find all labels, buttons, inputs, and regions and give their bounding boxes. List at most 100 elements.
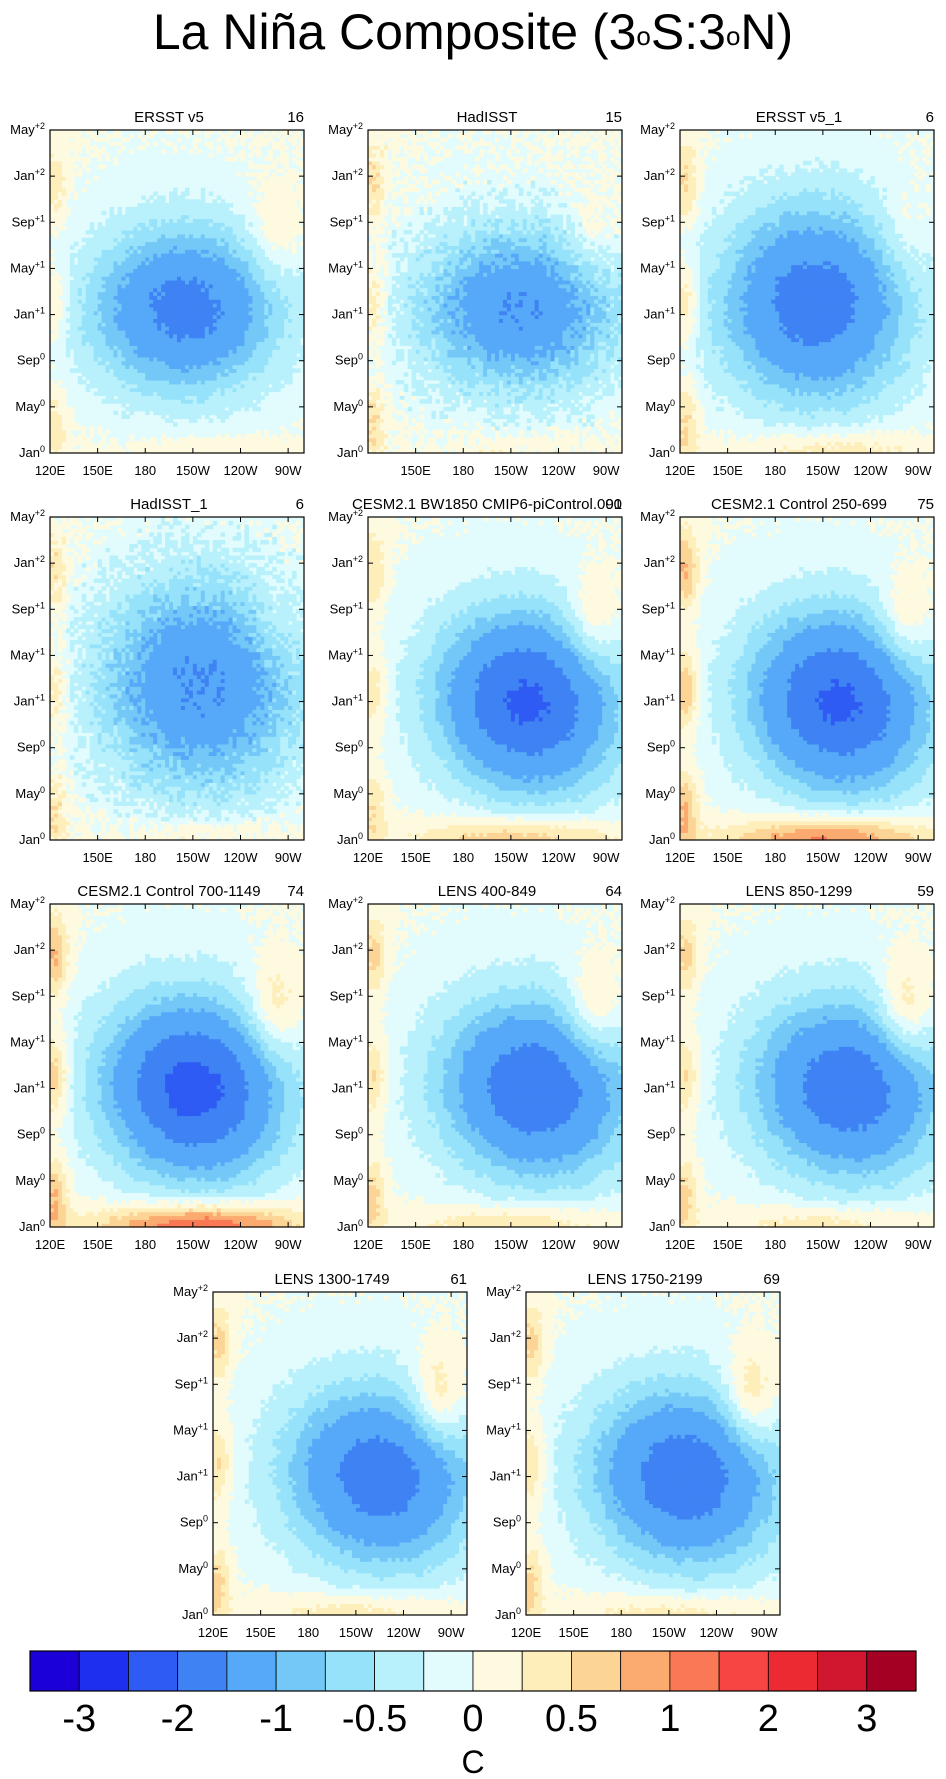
field-cell (53, 195, 59, 200)
field-cell (184, 260, 190, 266)
field-cell (216, 310, 222, 316)
field-cell (228, 445, 234, 450)
field-cell (65, 410, 71, 416)
field-cell (248, 256, 254, 262)
field-cell (137, 203, 142, 208)
field-cell (50, 279, 55, 285)
field-cell (212, 210, 218, 216)
field-cell (598, 364, 603, 370)
field-cell (288, 337, 293, 343)
field-cell (165, 130, 170, 135)
field-cell (196, 249, 202, 254)
field-cell (296, 368, 301, 373)
field-cell (554, 441, 560, 446)
field-cell (228, 141, 234, 146)
field-cell (248, 164, 254, 170)
field-cell (487, 349, 492, 354)
field-cell (133, 222, 138, 227)
field-cell (93, 133, 99, 139)
field-cell (192, 287, 198, 293)
field-cell (165, 387, 170, 393)
field-cell (224, 214, 230, 220)
field-cell (133, 272, 138, 277)
field-cell (296, 214, 301, 220)
field-cell (427, 376, 433, 381)
field-cell (161, 403, 166, 408)
field-cell (431, 414, 437, 419)
field-cell (69, 314, 75, 320)
field-cell (153, 391, 158, 396)
field-cell (491, 403, 496, 408)
field-cell (228, 295, 234, 300)
field-cell (50, 449, 55, 454)
field-cell (97, 360, 103, 366)
field-cell (204, 299, 210, 304)
field-cell (105, 291, 111, 296)
field-cell (121, 276, 127, 281)
field-cell (208, 310, 214, 316)
field-cell (141, 279, 146, 285)
field-cell (65, 168, 71, 173)
field-cell (284, 364, 289, 370)
field-cell (590, 376, 595, 381)
field-cell (220, 199, 226, 204)
field-cell (228, 253, 234, 258)
field-cell (260, 306, 265, 312)
field-cell (161, 222, 166, 227)
field-cell (97, 353, 103, 358)
field-cell (526, 395, 532, 400)
field-cell (85, 445, 91, 450)
field-cell (129, 287, 134, 293)
field-cell (121, 137, 127, 143)
field-cell (180, 306, 186, 312)
field-cell (129, 272, 134, 277)
field-cell (188, 406, 194, 412)
field-cell (538, 391, 544, 396)
field-cell (173, 333, 178, 339)
field-cell (53, 149, 59, 154)
field-cell (586, 403, 591, 408)
field-cell (244, 395, 250, 400)
field-cell (157, 349, 162, 354)
field-cell (570, 387, 575, 393)
field-cell (121, 360, 127, 366)
field-cell (570, 349, 575, 354)
field-cell (173, 310, 178, 316)
field-cell (117, 318, 123, 323)
field-cell (280, 372, 285, 377)
field-cell (236, 333, 242, 339)
field-cell (268, 360, 273, 366)
field-cell (188, 403, 194, 408)
field-cell (590, 349, 595, 354)
field-cell (260, 276, 265, 281)
field-cell (538, 406, 544, 412)
field-cell (169, 368, 174, 373)
field-cell (554, 433, 560, 439)
field-cell (141, 276, 146, 281)
field-cell (280, 364, 285, 370)
field-cell (296, 441, 301, 446)
field-cell (113, 306, 119, 312)
field-cell (105, 372, 111, 377)
field-cell (180, 337, 186, 343)
field-cell (371, 345, 377, 350)
field-cell (169, 345, 174, 350)
field-cell (570, 353, 575, 358)
field-cell (387, 383, 393, 389)
field-cell (296, 356, 301, 362)
field-cell (216, 449, 222, 454)
field-cell (85, 268, 91, 273)
field-cell (538, 418, 544, 423)
field-cell (296, 160, 301, 166)
field-cell (77, 168, 83, 173)
field-cell (161, 214, 166, 220)
field-cell (526, 387, 532, 393)
field-cell (252, 279, 257, 285)
anomaly-field (50, 130, 305, 454)
field-cell (77, 141, 83, 146)
field-cell (145, 222, 150, 227)
field-cell (240, 341, 246, 346)
field-cell (260, 360, 265, 366)
field-cell (248, 403, 254, 408)
field-cell (542, 368, 548, 373)
